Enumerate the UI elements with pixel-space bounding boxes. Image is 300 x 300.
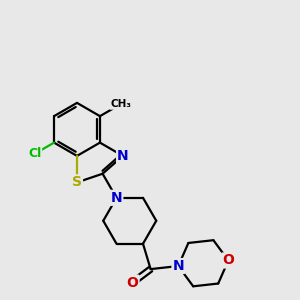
- Text: Cl: Cl: [28, 147, 41, 161]
- Text: S: S: [72, 176, 82, 189]
- Text: N: N: [117, 149, 129, 163]
- Text: N: N: [111, 191, 122, 205]
- Text: N: N: [172, 259, 184, 273]
- Text: CH₃: CH₃: [110, 99, 131, 109]
- Text: O: O: [222, 254, 234, 268]
- Text: O: O: [127, 276, 139, 289]
